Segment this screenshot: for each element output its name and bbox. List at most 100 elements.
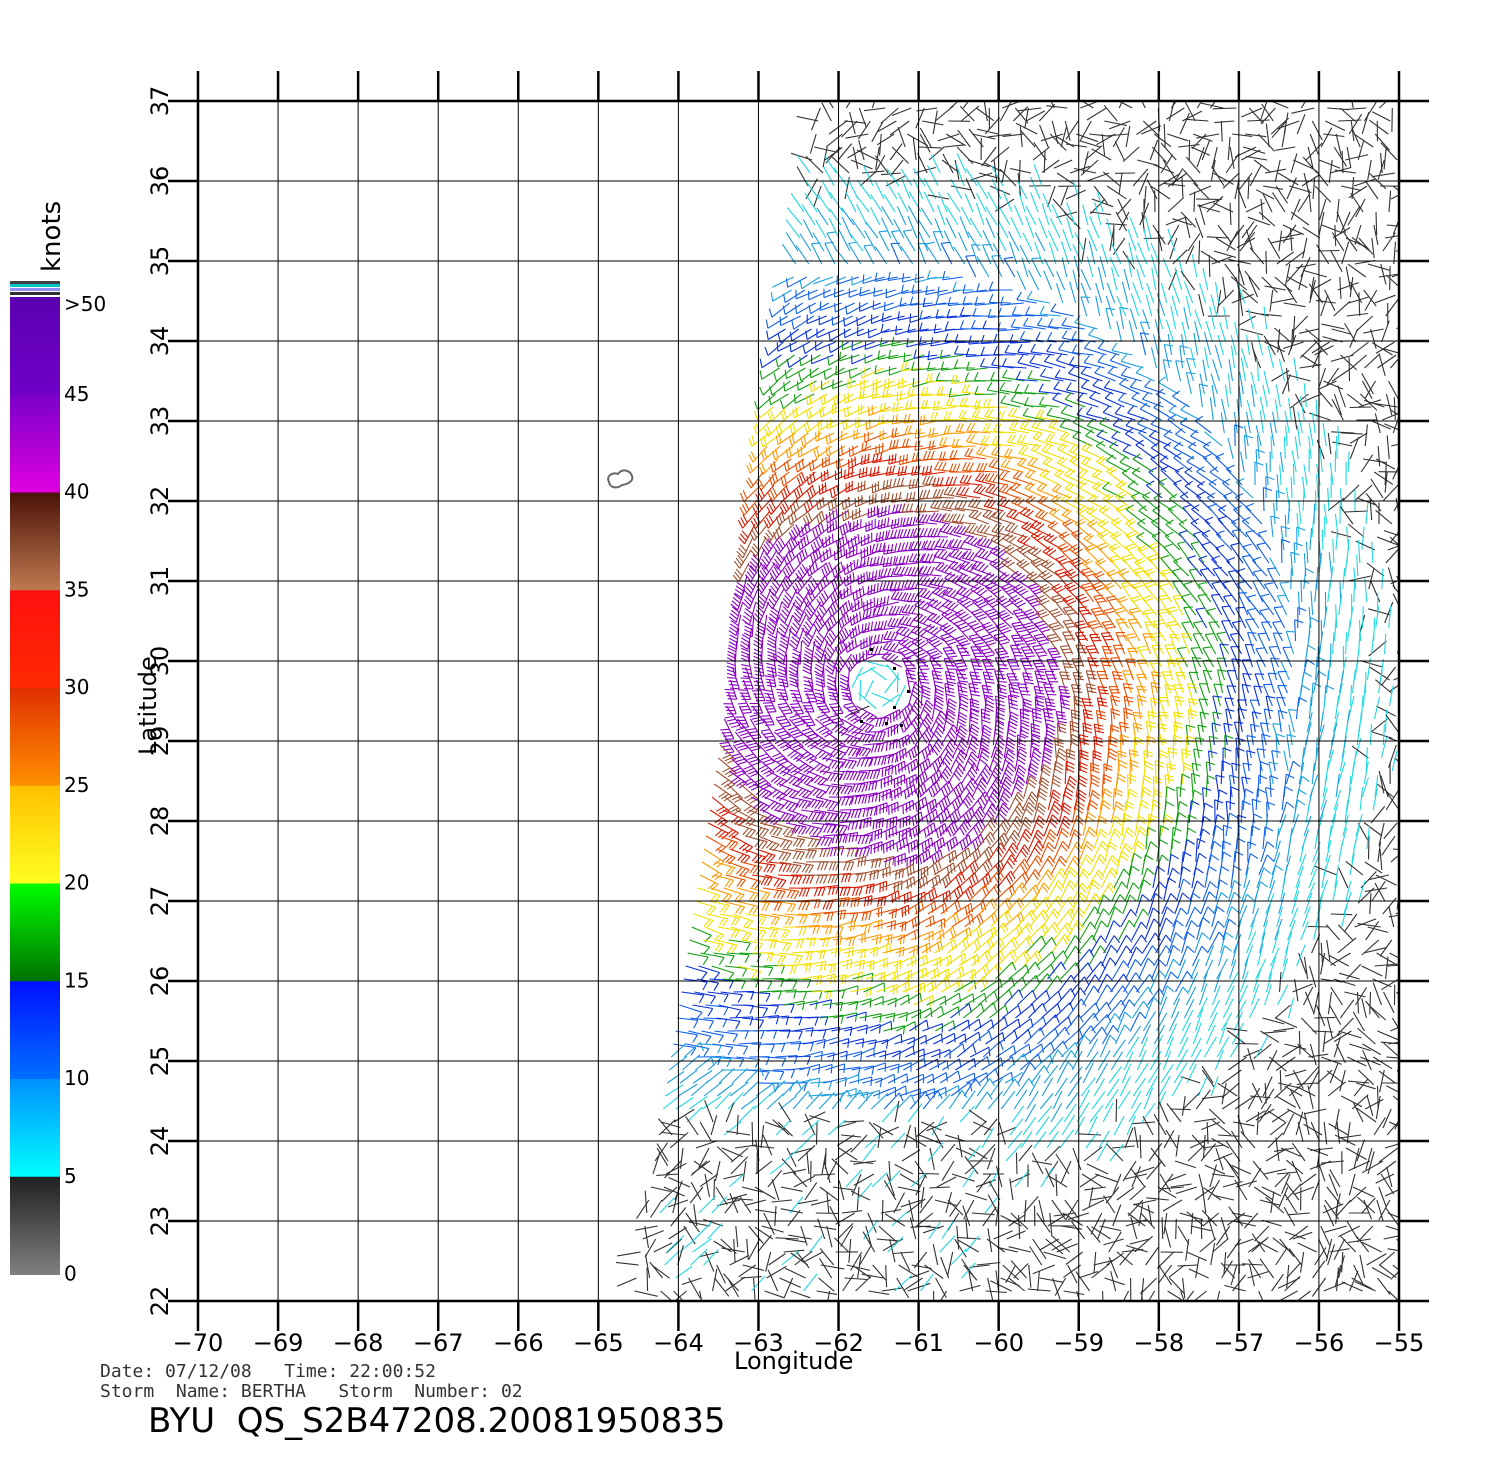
wind-barb-flag <box>725 691 735 694</box>
wind-barb-flag <box>951 374 955 384</box>
wind-barb <box>1044 360 1066 369</box>
wind-barb-flag <box>1129 379 1137 388</box>
wind-barb <box>1258 211 1276 227</box>
wind-barb-flag <box>1012 470 1020 479</box>
wind-barb-flag <box>897 581 901 591</box>
wind-barb <box>1215 533 1233 551</box>
wind-barb <box>959 216 970 239</box>
wind-barb-flag <box>1096 542 1106 548</box>
wind-barb-flag <box>966 422 972 432</box>
wind-barb-flag <box>770 585 777 594</box>
wind-barb-flag <box>879 337 883 347</box>
wind-barb <box>859 302 881 312</box>
wind-barb-flag <box>840 547 843 557</box>
wind-barb-flag <box>1051 420 1058 429</box>
wind-barb <box>1086 256 1094 278</box>
wind-barb-flag <box>785 591 793 600</box>
wind-barb-flag <box>1151 544 1161 549</box>
wind-barb-flag <box>1012 422 1018 431</box>
wind-barb <box>1250 371 1257 395</box>
wind-barb-flag <box>945 670 955 674</box>
wind-barb-flag <box>925 241 935 245</box>
wind-barb <box>856 195 870 213</box>
wind-barb-flag <box>918 513 924 523</box>
wind-barb <box>923 191 935 213</box>
wind-barb <box>1267 345 1275 369</box>
wind-barb <box>761 354 782 369</box>
wind-barb-flag <box>1064 468 1072 476</box>
wind-barb <box>1058 535 1077 551</box>
wind-barb-flag <box>780 477 784 487</box>
wind-barb-flag <box>1081 442 1089 450</box>
wind-barb-flag <box>1189 568 1199 571</box>
wind-barb-flag <box>838 458 841 468</box>
wind-barb-flag <box>980 435 986 444</box>
wind-barb <box>946 192 961 213</box>
wind-barb-flag <box>1105 495 1114 502</box>
wind-barb-flag <box>1051 624 1060 629</box>
wind-barb-flag <box>1007 448 1013 458</box>
wind-barb-flag <box>1118 598 1128 603</box>
wind-barb <box>1239 231 1256 252</box>
wind-barb <box>1132 458 1154 473</box>
wind-barb-flag <box>760 438 764 448</box>
wind-barb <box>1271 120 1287 139</box>
wind-barb <box>805 156 824 174</box>
wind-barb-flag <box>812 529 817 539</box>
wind-barb <box>1080 282 1090 304</box>
wind-barb <box>790 193 805 213</box>
wind-barb-flag <box>1024 624 1034 629</box>
wind-barb-flag <box>974 386 979 395</box>
wind-barb-flag <box>1071 529 1080 535</box>
wind-barb <box>1371 541 1374 564</box>
wind-barb <box>1131 472 1152 486</box>
wind-barb-flag <box>1119 306 1129 310</box>
wind-barb-flag <box>974 562 982 570</box>
wind-barb <box>1230 334 1238 356</box>
wind-barb <box>1319 448 1323 473</box>
wind-barb-flag <box>745 595 753 603</box>
wind-barb-flag <box>846 563 849 573</box>
wind-barb <box>1153 164 1175 174</box>
wind-barb-flag <box>864 441 868 451</box>
wind-barb-flag <box>1131 610 1141 614</box>
wind-barb-flag <box>962 562 970 570</box>
wind-barb-flag <box>867 622 870 632</box>
wind-barb <box>1208 506 1224 525</box>
wind-barb-flag <box>1184 466 1193 473</box>
wind-barb <box>1351 127 1361 148</box>
wind-barb-flag <box>1060 560 1070 566</box>
wind-barb <box>1152 510 1172 525</box>
wind-barb-flag <box>894 492 898 502</box>
wind-barb <box>991 364 1014 369</box>
wind-barb-flag <box>939 488 945 498</box>
wind-barb-flag <box>1026 524 1035 531</box>
wind-barb-flag <box>1257 632 1267 635</box>
wind-barb-flag <box>849 629 852 639</box>
wind-barb <box>865 341 888 350</box>
wind-barb-flag <box>1182 504 1192 509</box>
wind-barb-flag <box>847 600 852 610</box>
wind-barb <box>1382 232 1396 252</box>
wind-barb <box>871 101 876 109</box>
wind-barb-flag <box>1092 378 1100 386</box>
wind-barb <box>1246 155 1268 161</box>
wind-barb <box>1312 347 1323 369</box>
wind-barb <box>1128 320 1136 343</box>
wind-barb <box>1025 216 1035 239</box>
wind-barb-flag <box>983 624 993 629</box>
wind-barb <box>1400 368 1404 391</box>
wind-barb <box>1013 204 1024 226</box>
wind-barb-flag <box>1142 595 1152 600</box>
wind-barb <box>1215 456 1232 473</box>
wind-barb-flag <box>1095 440 1104 447</box>
wind-barb-flag <box>799 356 802 366</box>
wind-barb-flag <box>972 573 980 581</box>
wind-barb-flag <box>926 540 932 550</box>
wind-barb-flag <box>1039 305 1045 315</box>
wind-barb-flag <box>1232 620 1242 624</box>
wind-barb <box>1305 541 1309 564</box>
wind-barb-flag <box>889 440 893 450</box>
wind-barb-flag <box>999 627 1009 632</box>
